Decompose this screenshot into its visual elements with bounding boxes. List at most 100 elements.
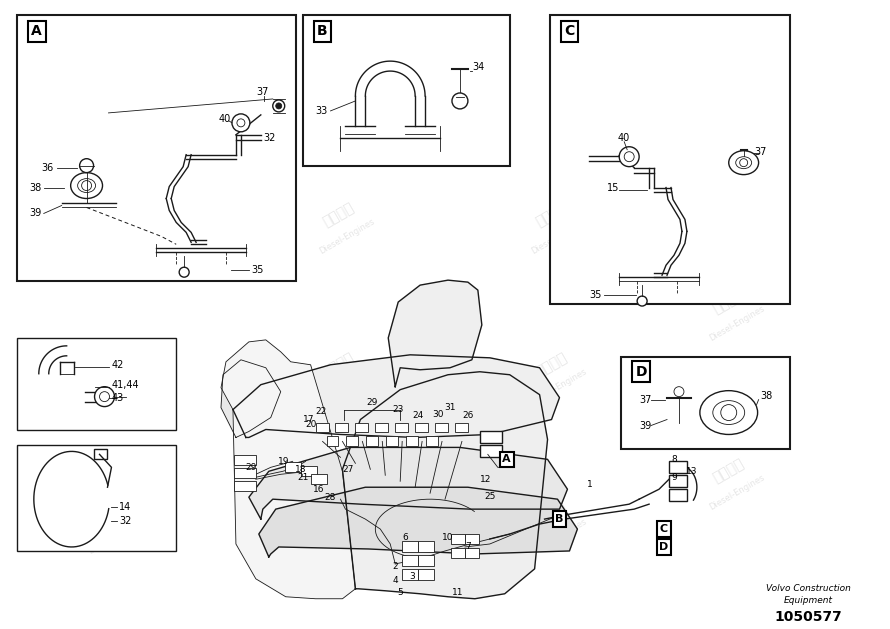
- Polygon shape: [221, 360, 280, 437]
- Text: 31: 31: [444, 403, 456, 412]
- Text: 37: 37: [255, 87, 268, 97]
- Text: 17: 17: [303, 415, 314, 424]
- Bar: [17, 15, 295, 281]
- Text: 24: 24: [412, 411, 424, 420]
- Text: Diesel-Engines: Diesel-Engines: [87, 216, 146, 256]
- Bar: [415, 423, 428, 433]
- Polygon shape: [233, 355, 560, 437]
- Bar: [426, 437, 438, 447]
- Text: 5: 5: [397, 588, 403, 598]
- Text: 43: 43: [111, 392, 124, 403]
- Text: 7: 7: [465, 542, 471, 552]
- Circle shape: [452, 93, 468, 109]
- Bar: [549, 15, 790, 304]
- Text: 1: 1: [587, 480, 592, 489]
- Bar: [327, 437, 338, 447]
- Text: 21: 21: [297, 473, 308, 482]
- Polygon shape: [343, 372, 547, 599]
- Circle shape: [237, 119, 245, 127]
- Text: Diesel-Engines: Diesel-Engines: [318, 517, 376, 556]
- Text: 紫发动力: 紫发动力: [320, 350, 357, 379]
- Text: D: D: [635, 365, 647, 379]
- Bar: [402, 569, 418, 580]
- Text: Volvo Construction: Volvo Construction: [766, 584, 851, 593]
- Text: 1050577: 1050577: [774, 610, 842, 624]
- Text: 38: 38: [28, 182, 41, 192]
- Text: 35: 35: [251, 265, 263, 276]
- Text: B: B: [317, 25, 328, 38]
- Bar: [418, 569, 434, 580]
- Bar: [418, 555, 434, 566]
- Bar: [376, 423, 388, 433]
- Text: 16: 16: [312, 485, 324, 494]
- Text: 37: 37: [639, 394, 651, 404]
- Bar: [93, 449, 108, 459]
- Text: 40: 40: [219, 114, 231, 124]
- Ellipse shape: [729, 151, 758, 175]
- Text: 3: 3: [409, 572, 415, 581]
- Text: 42: 42: [111, 360, 124, 370]
- Bar: [480, 431, 502, 443]
- Polygon shape: [259, 487, 578, 557]
- Text: 紫发动力: 紫发动力: [320, 200, 357, 229]
- Bar: [669, 489, 687, 501]
- Circle shape: [740, 159, 748, 167]
- Text: 紫发动力: 紫发动力: [710, 457, 747, 486]
- Text: 18: 18: [295, 465, 306, 474]
- Bar: [234, 481, 255, 491]
- Ellipse shape: [736, 157, 752, 169]
- Bar: [451, 534, 465, 544]
- Bar: [402, 541, 418, 552]
- Ellipse shape: [713, 401, 745, 425]
- Bar: [480, 445, 502, 457]
- Text: 41,44: 41,44: [111, 380, 139, 390]
- Polygon shape: [388, 280, 481, 387]
- Text: 10: 10: [442, 533, 454, 542]
- Bar: [455, 423, 468, 433]
- Text: 4: 4: [392, 576, 398, 586]
- Text: 26: 26: [462, 411, 473, 420]
- Bar: [311, 474, 327, 484]
- Text: D: D: [659, 542, 668, 552]
- Text: 6: 6: [402, 533, 408, 542]
- Polygon shape: [221, 340, 355, 599]
- Bar: [402, 555, 418, 566]
- Ellipse shape: [77, 179, 95, 192]
- Circle shape: [272, 100, 285, 112]
- Text: 紫发动力: 紫发动力: [533, 501, 570, 530]
- Text: Diesel-Engines: Diesel-Engines: [318, 367, 376, 406]
- Bar: [451, 548, 465, 558]
- Text: 2: 2: [392, 562, 398, 571]
- Text: 紫发动力: 紫发动力: [90, 350, 126, 379]
- Text: 11: 11: [452, 588, 464, 598]
- Text: 38: 38: [761, 391, 773, 401]
- Bar: [669, 461, 687, 473]
- Text: 14: 14: [119, 502, 132, 512]
- Text: 紫发动力: 紫发动力: [533, 350, 570, 379]
- Bar: [435, 423, 448, 433]
- Bar: [621, 357, 790, 449]
- Text: 25: 25: [484, 492, 496, 501]
- Circle shape: [94, 387, 115, 406]
- Text: 35: 35: [589, 290, 602, 300]
- Text: 23: 23: [392, 405, 404, 414]
- Text: Diesel-Engines: Diesel-Engines: [87, 517, 146, 556]
- Bar: [303, 15, 510, 165]
- Circle shape: [637, 296, 647, 306]
- Text: Diesel-Engines: Diesel-Engines: [530, 216, 588, 256]
- Bar: [346, 437, 359, 447]
- Text: A: A: [503, 454, 511, 464]
- Text: 8: 8: [671, 455, 677, 464]
- Bar: [386, 437, 398, 447]
- Text: 19: 19: [278, 457, 289, 466]
- Text: 12: 12: [480, 475, 491, 484]
- Circle shape: [674, 387, 684, 397]
- Text: B: B: [555, 514, 563, 524]
- Text: Diesel-Engines: Diesel-Engines: [318, 216, 376, 256]
- Text: Diesel-Engines: Diesel-Engines: [708, 474, 765, 513]
- Circle shape: [179, 267, 190, 277]
- Text: 29: 29: [367, 398, 378, 407]
- Bar: [285, 462, 301, 472]
- Text: 紫发动力: 紫发动力: [90, 501, 126, 530]
- Text: 紫发动力: 紫发动力: [320, 501, 357, 530]
